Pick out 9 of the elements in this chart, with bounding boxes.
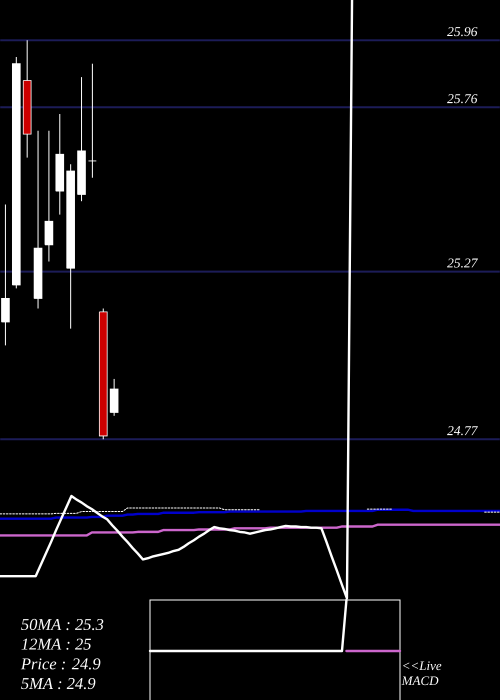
text: 12MA : 25 bbox=[21, 638, 91, 650]
text: 5MA : 24.9 bbox=[21, 678, 96, 690]
y-tick-label: 25.76 bbox=[447, 94, 478, 104]
y-tick-label: 25.96 bbox=[447, 27, 478, 36]
text: Price : 24.9 bbox=[20, 658, 100, 670]
y-tick-label: 25.27 bbox=[447, 258, 478, 268]
text: <<Live MACD bbox=[402, 661, 442, 686]
y-tick-label: 24.77 bbox=[447, 426, 478, 436]
text: 50MA : 25.3 bbox=[21, 618, 104, 630]
